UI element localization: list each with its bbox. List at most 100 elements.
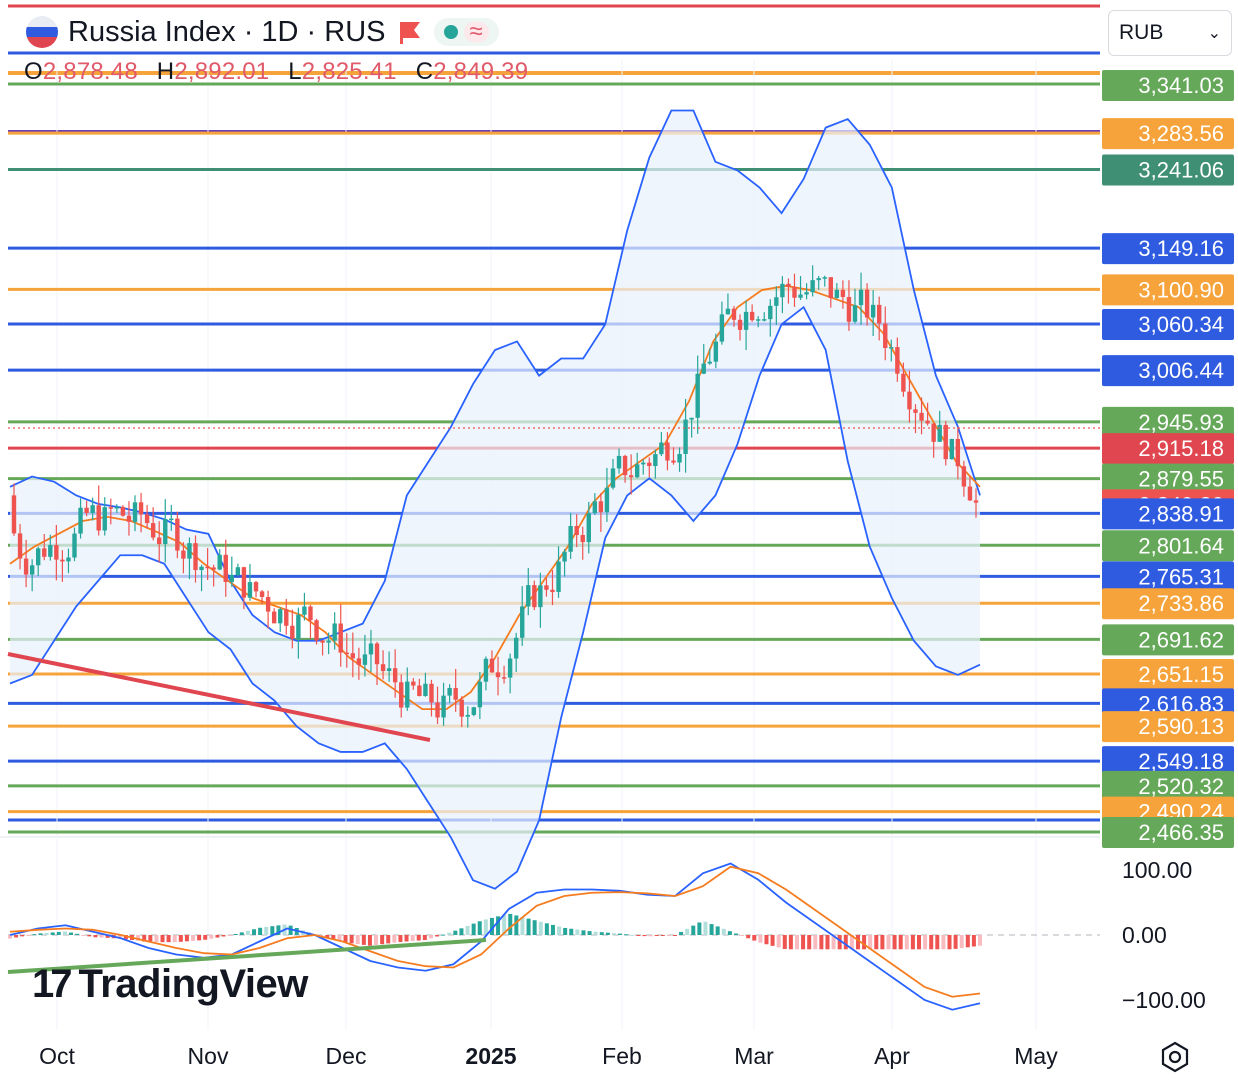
price-label: 2,915.18 (1102, 433, 1234, 465)
price-label-text: 2,838.91 (1138, 501, 1224, 526)
candle (102, 497, 107, 536)
candle (108, 498, 114, 525)
histogram-bar (26, 935, 31, 936)
candle (253, 580, 259, 598)
candle (883, 306, 888, 361)
candle (11, 483, 17, 536)
histogram-bar (264, 926, 269, 935)
candle (265, 590, 271, 629)
candle (677, 447, 682, 472)
histogram-bar (721, 928, 726, 935)
histogram-bar (776, 935, 781, 948)
histogram-bar (258, 927, 263, 935)
histogram-bar (807, 935, 812, 950)
histogram-bar (770, 935, 775, 946)
histogram-bar (81, 935, 86, 936)
price-label: 3,241.06 (1102, 154, 1234, 186)
histogram-bar (14, 935, 19, 938)
candle (707, 348, 712, 365)
price-label: 2,466.35 (1102, 817, 1234, 848)
candle (417, 678, 422, 697)
histogram-bar (593, 931, 598, 935)
candle (858, 272, 864, 326)
candle (284, 598, 289, 635)
time-tick: Apr (874, 1043, 910, 1069)
histogram-bar (782, 935, 787, 949)
histogram-bar (447, 932, 452, 935)
histogram-bar (380, 935, 385, 945)
candle (332, 612, 337, 650)
time-axis-labels: Oct Nov Dec 2025 Feb Mar Apr May (39, 1043, 1058, 1069)
red-flag-icon[interactable] (396, 18, 424, 46)
histogram-bar (581, 930, 586, 935)
histogram-bar (618, 933, 623, 935)
candle (392, 649, 398, 698)
oscillator-tick: 0.00 (1122, 922, 1167, 948)
green-trendline[interactable] (7, 938, 487, 974)
histogram-bar (148, 935, 153, 943)
histogram-bar (557, 926, 562, 935)
candle (271, 608, 277, 624)
candle (489, 650, 495, 674)
candle (120, 505, 126, 517)
candle (48, 534, 53, 561)
symbol-title[interactable]: Russia Index · 1D · RUS (68, 15, 386, 48)
histogram-bar (398, 935, 403, 942)
histogram-bar (569, 928, 574, 935)
candle (405, 667, 410, 711)
candle (961, 460, 967, 497)
price-label-text: 3,149.16 (1138, 236, 1224, 261)
price-label: 3,006.44 (1102, 355, 1234, 387)
histogram-bar (422, 935, 427, 941)
candle (241, 566, 247, 610)
candle (816, 275, 821, 290)
candle (538, 572, 543, 628)
candle (356, 647, 362, 680)
histogram-bar (892, 935, 897, 950)
price-label-text: 2,590.13 (1138, 714, 1224, 739)
histogram-bar (855, 935, 860, 950)
histogram-bar (636, 935, 641, 936)
histogram-bar (837, 935, 842, 950)
candle (913, 404, 918, 434)
candle (798, 276, 803, 301)
histogram-bar (386, 935, 391, 944)
candle (320, 639, 325, 656)
price-label: 2,733.86 (1102, 588, 1234, 620)
histogram-bar (538, 921, 543, 935)
price-label: 2,691.62 (1102, 624, 1234, 656)
candle (78, 498, 83, 539)
histogram-bar (624, 934, 629, 936)
histogram-bar (87, 935, 92, 937)
red-trendline[interactable] (7, 652, 431, 742)
candle (647, 457, 652, 478)
status-pill[interactable]: ≈ (433, 18, 499, 46)
candle (653, 449, 658, 479)
histogram-bar (99, 935, 104, 938)
histogram-bar (361, 935, 366, 945)
histogram-bar (550, 924, 555, 935)
candle (344, 633, 349, 668)
histogram-bar (331, 935, 336, 940)
histogram-bar (819, 935, 824, 950)
currency-select[interactable]: RUB ⌄ (1108, 10, 1232, 56)
candle (84, 500, 89, 517)
price-label: 2,651.15 (1102, 658, 1234, 690)
candle (42, 533, 47, 561)
candle (719, 301, 725, 345)
candle (586, 501, 591, 554)
histogram-bar (270, 926, 275, 935)
settings-icon[interactable] (1158, 1040, 1192, 1074)
time-tick: Nov (188, 1043, 229, 1069)
candle (157, 521, 162, 563)
histogram-bar (923, 935, 928, 950)
histogram-bar (868, 935, 873, 950)
price-label: 3,149.16 (1102, 233, 1234, 265)
candle (556, 546, 561, 598)
histogram-bar (178, 935, 183, 942)
histogram-bar (367, 935, 372, 946)
histogram-bar (441, 934, 446, 936)
candle (749, 304, 755, 322)
price-label: 3,060.34 (1102, 309, 1234, 341)
